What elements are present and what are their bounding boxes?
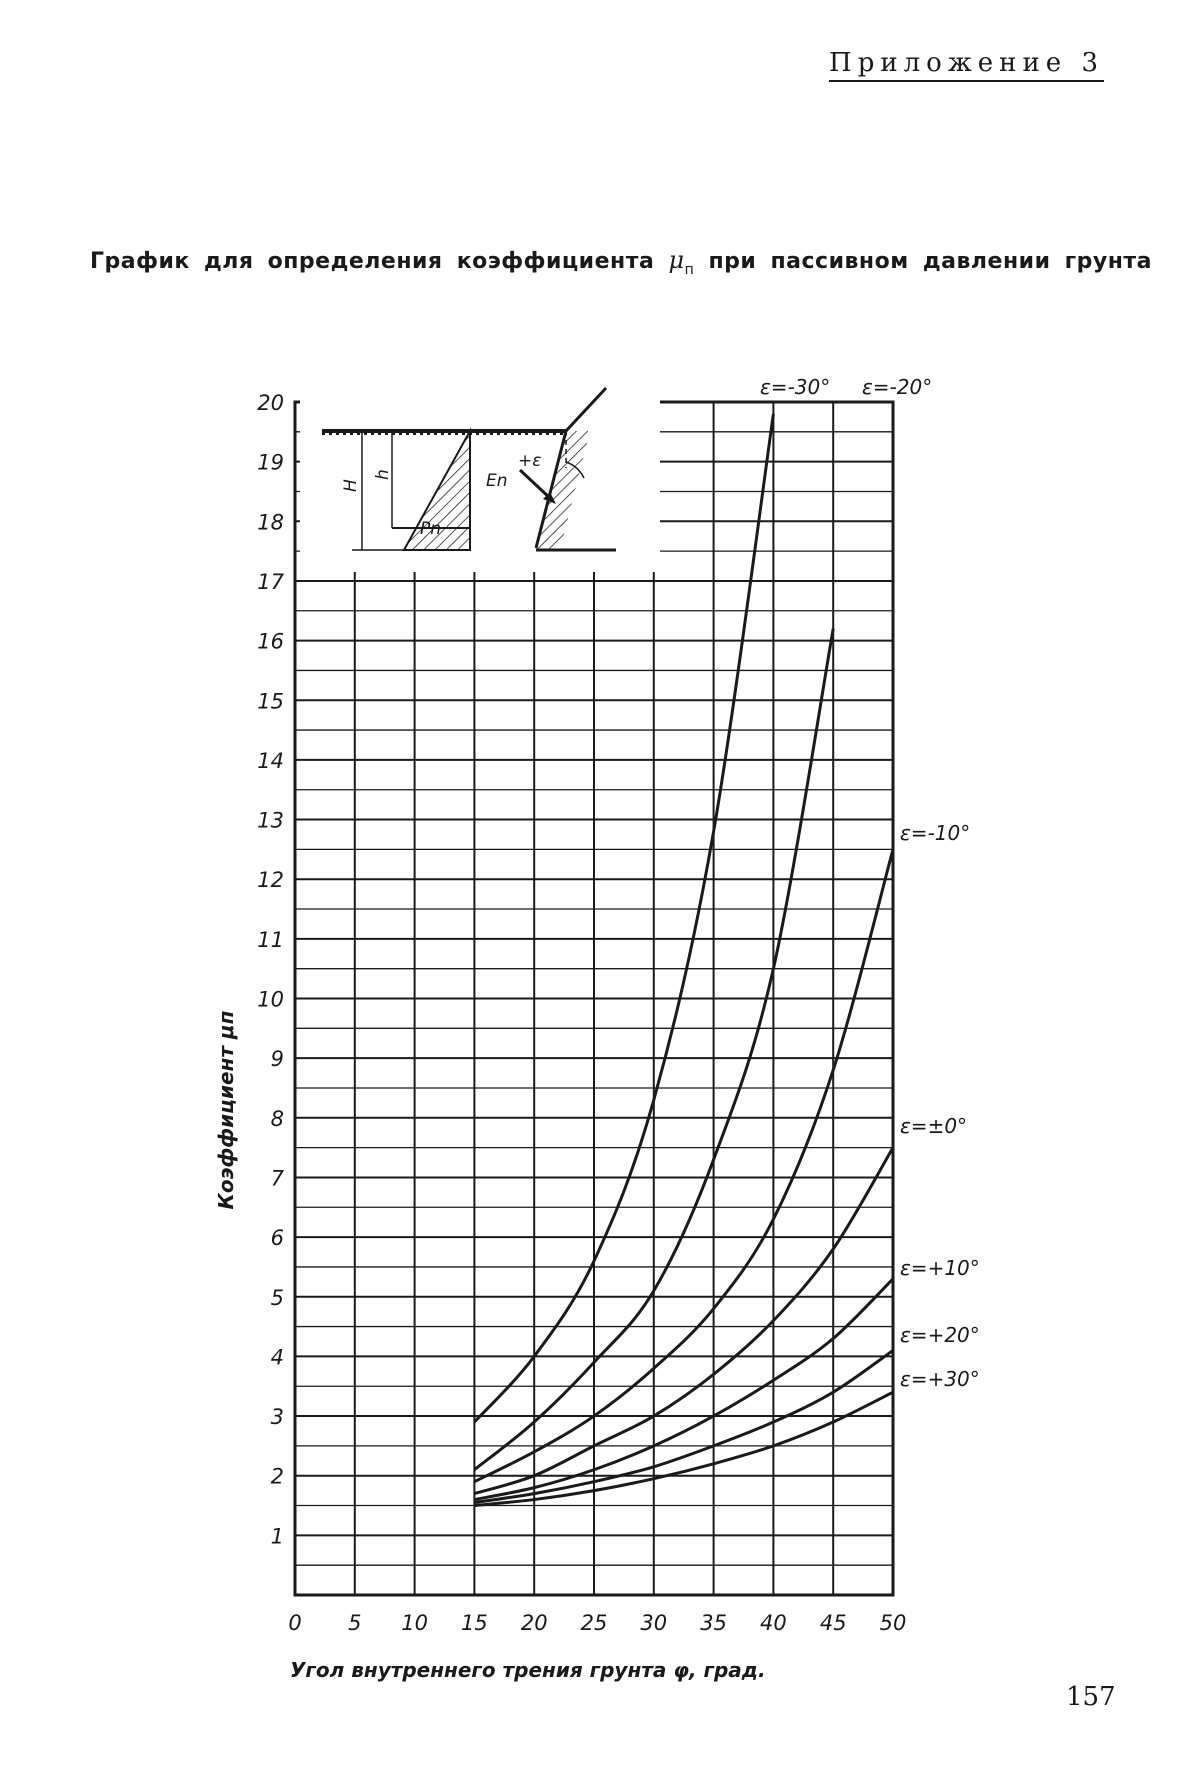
x-tick-label: 20 [521, 1611, 548, 1635]
x-axis-label: Угол внутреннего трения грунта φ, град. [290, 1658, 766, 1682]
inset-label-H: H [341, 479, 361, 492]
y-tick-label: 15 [257, 689, 284, 713]
inset-label-En: En [486, 471, 508, 491]
curves [474, 414, 893, 1506]
curve-label-0: ε=-30° [760, 375, 830, 399]
x-tick-label: 40 [760, 1611, 787, 1635]
curve-label-5: ε=+20° [900, 1323, 980, 1347]
inset-label-epsilon: +ε [518, 451, 541, 471]
y-axis-label: Коэффициент μп [214, 1010, 238, 1209]
y-tick-label: 8 [271, 1107, 284, 1131]
curve-label-6: ε=+30° [900, 1367, 980, 1391]
y-tick-label: 13 [257, 809, 284, 833]
curve-label-4: ε=+10° [900, 1256, 980, 1280]
y-tick-label: 20 [257, 391, 284, 415]
x-tick-label: 10 [401, 1611, 428, 1635]
x-tick-label: 25 [581, 1611, 608, 1635]
curve-series-4 [474, 1279, 893, 1500]
inset-label-h: h [373, 469, 393, 480]
y-tick-label: 9 [271, 1047, 284, 1071]
y-tick-label: 11 [257, 928, 284, 952]
page-number: 157 [1066, 1682, 1116, 1712]
inset-label-Pn: Pn [420, 519, 441, 539]
y-tick-label: 2 [271, 1465, 284, 1489]
y-tick-label: 6 [271, 1226, 284, 1250]
curve-label-2: ε=-10° [900, 821, 970, 845]
x-tick-label: 5 [348, 1611, 361, 1635]
y-tick-label: 4 [271, 1345, 284, 1369]
y-tick-label: 19 [257, 451, 284, 475]
x-tick-label: 50 [880, 1611, 907, 1635]
x-tick-label: 35 [700, 1611, 727, 1635]
y-tick-label: 18 [257, 510, 284, 534]
inset-background [300, 375, 660, 572]
y-tick-label: 3 [271, 1405, 284, 1429]
x-tick-label: 30 [640, 1611, 667, 1635]
curve-label-1: ε=-20° [862, 375, 932, 399]
curve-labels: ε=-30° ε=-20° ε=-10° ε=±0° ε=+10° ε=+20° ε=+30… [760, 375, 980, 1391]
curve-series-5 [474, 1350, 893, 1502]
y-tick-label: 5 [271, 1286, 284, 1310]
x-tick-label: 45 [820, 1611, 847, 1635]
curve-label-3: ε=±0° [900, 1114, 967, 1138]
y-tick-label: 14 [257, 749, 284, 773]
x-tick-label: 0 [288, 1611, 301, 1635]
y-tick-label: 7 [271, 1166, 285, 1190]
x-tick-label: 15 [461, 1611, 488, 1635]
y-tick-label: 16 [257, 630, 284, 654]
y-tick-label: 10 [257, 988, 284, 1012]
inset-diagram: H h +ε En Pn [300, 375, 660, 572]
y-tick-label: 17 [257, 570, 284, 594]
curve-series-3 [474, 1148, 893, 1494]
y-tick-label: 1 [271, 1524, 284, 1548]
y-tick-label: 12 [257, 868, 284, 892]
